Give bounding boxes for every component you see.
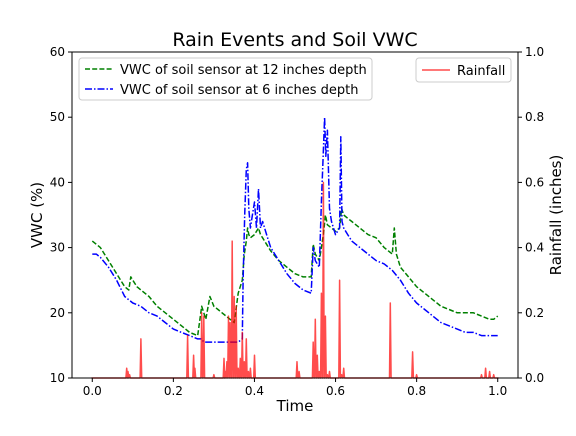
y2-tick-label: 0.0	[525, 371, 544, 385]
legend-label-vwc12: VWC of soil sensor at 12 inches depth	[120, 63, 367, 78]
chart-title: Rain Events and Soil VWC	[172, 29, 417, 51]
y-tick-label: 20	[50, 306, 65, 320]
y-axis-right-label: Rainfall (inches)	[547, 155, 565, 276]
y2-tick-label: 0.6	[525, 175, 544, 189]
x-tick-label: 0.2	[164, 384, 183, 398]
plot-frame	[71, 51, 519, 379]
y2-tick-label: 0.8	[525, 110, 544, 124]
legend-label-vwc6: VWC of soil sensor at 6 inches depth	[120, 83, 359, 98]
y-axis-left-label: VWC (%)	[28, 182, 46, 248]
legend-right: Rainfall	[415, 57, 512, 83]
y-tick-label: 30	[50, 241, 65, 255]
x-tick-label: 0.6	[326, 384, 345, 398]
x-tick-label: 1.0	[488, 384, 507, 398]
y2-tick-label: 0.2	[525, 306, 544, 320]
x-tick-label: 0.8	[407, 384, 426, 398]
legend-right-box	[415, 57, 512, 83]
y-axis-left-ticks: 10 20 30 40 50 60	[50, 45, 72, 385]
x-axis-ticks: 0.0 0.2 0.4 0.6 0.8 1.0	[83, 378, 507, 398]
y-tick-label: 60	[50, 45, 65, 59]
series-line-vwc12	[91, 207, 499, 337]
series-line-vwc6	[92, 116, 498, 343]
legend-label-rain: Rainfall	[457, 64, 505, 79]
legend-left-box	[78, 57, 373, 101]
y-tick-label: 50	[50, 110, 65, 124]
x-axis-label: Time	[276, 397, 314, 415]
x-tick-label: 0.4	[245, 384, 264, 398]
y-tick-label: 10	[50, 371, 65, 385]
y-tick-label: 40	[50, 175, 65, 189]
legend-left: VWC of soil sensor at 12 inches depth VW…	[78, 57, 373, 101]
y2-tick-label: 1.0	[525, 45, 544, 59]
y-axis-right-ticks: 0.0 0.2 0.4 0.6 0.8 1.0	[518, 45, 544, 385]
y2-tick-label: 0.4	[525, 241, 544, 255]
x-tick-label: 0.0	[83, 384, 102, 398]
